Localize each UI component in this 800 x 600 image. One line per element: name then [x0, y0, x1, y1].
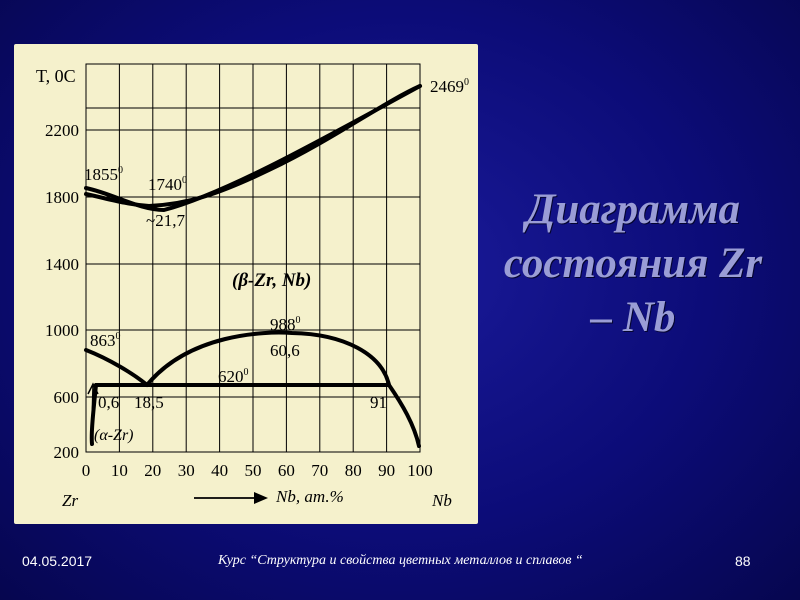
footer-course-title: Курс “Структура и свойства цветных метал… — [218, 553, 583, 568]
alpha-pointer-arrow — [87, 382, 99, 423]
annotation-1855: 18550 — [84, 165, 123, 184]
x-tick-label: 80 — [345, 461, 362, 480]
x-tick-label: 70 — [311, 461, 328, 480]
annotations: 18550 17400 ~21,7 24690 8630 9880 60,6 6… — [84, 77, 469, 412]
x-tick-label: 40 — [211, 461, 228, 480]
annotation-2469: 24690 — [430, 77, 469, 96]
diagram-panel: T, 0C 200 600 1000 1400 1800 2200 0 10 20 30 40 50… — [14, 44, 478, 524]
y-tick-labels: 200 600 1000 1400 1800 2200 — [45, 121, 79, 462]
beta-phase-label: (β-Zr, Nb) — [232, 270, 311, 291]
x-tick-label: 100 — [407, 461, 433, 480]
composition-arrow — [194, 492, 268, 504]
footer-date: 04.05.2017 — [22, 553, 93, 569]
y-tick-label: 1800 — [45, 188, 79, 207]
grid-lines — [85, 63, 421, 453]
annotation-0-6: 0,6 — [98, 393, 119, 412]
annotation-91: 91 — [370, 393, 387, 412]
zr-element-label: Zr — [62, 491, 78, 510]
x-tick-label: 90 — [378, 461, 395, 480]
alpha-transus-curve — [84, 348, 149, 387]
x-tick-label: 50 — [245, 461, 262, 480]
annotation-988: 9880 — [270, 315, 301, 334]
x-tick-labels: 0 10 20 30 40 50 60 70 80 90 100 — [82, 461, 433, 480]
y-tick-label: 200 — [54, 443, 80, 462]
miscibility-gap-curve — [145, 330, 421, 448]
x-tick-label: 10 — [111, 461, 128, 480]
y-tick-label: 1000 — [45, 321, 79, 340]
annotation-21-7: ~21,7 — [146, 211, 185, 230]
x-tick-label: 30 — [178, 461, 195, 480]
y-tick-label: 2200 — [45, 121, 79, 140]
annotation-60-6: 60,6 — [270, 341, 300, 360]
alpha-phase-label: (α-Zr) — [94, 427, 134, 444]
phase-diagram: T, 0C 200 600 1000 1400 1800 2200 0 10 20 30 40 50… — [36, 63, 469, 510]
y-axis-title: T, 0C — [36, 66, 76, 86]
y-tick-label: 600 — [54, 388, 80, 407]
annotation-1740: 17400 — [148, 175, 187, 194]
solidus-curve — [84, 84, 422, 208]
nb-element-label: Nb — [431, 491, 452, 510]
slide-title: Диаграмма состояния Zr – Nb — [503, 186, 763, 341]
page-number: 88 — [735, 553, 751, 569]
x-tick-label: 20 — [144, 461, 161, 480]
x-tick-label: 0 — [82, 461, 91, 480]
y-tick-label: 1400 — [45, 255, 79, 274]
annotation-620: 6200 — [218, 367, 249, 386]
annotation-18-5: 18,5 — [134, 393, 164, 412]
annotation-863: 8630 — [90, 331, 121, 350]
composition-axis-label: Nb, ат.% — [275, 487, 344, 506]
x-tick-label: 60 — [278, 461, 295, 480]
